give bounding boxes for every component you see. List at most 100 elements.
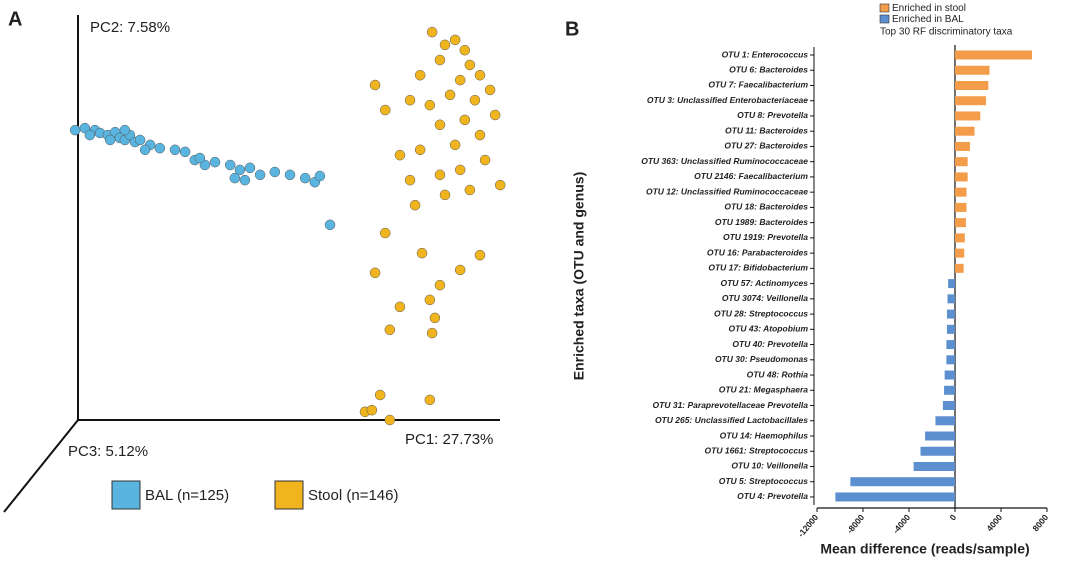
point — [104, 134, 116, 146]
point — [284, 169, 296, 181]
y-axis-label: Enriched taxa (OTU and genus) — [571, 172, 587, 380]
bar — [955, 50, 1033, 60]
point — [459, 44, 471, 56]
point — [426, 327, 438, 339]
point — [434, 54, 446, 66]
bar — [946, 355, 955, 365]
point — [454, 164, 466, 176]
legend-label: Top 30 RF discriminatory taxa — [880, 27, 1013, 38]
point — [224, 159, 236, 171]
point — [474, 69, 486, 81]
point — [134, 134, 146, 146]
point — [369, 79, 381, 91]
point — [269, 166, 281, 178]
point — [469, 94, 481, 106]
category-label: OTU 2146: Faecalibacterium — [694, 171, 808, 181]
point — [434, 119, 446, 131]
category-label: OTU 4: Prevotella — [737, 491, 808, 501]
point — [454, 264, 466, 276]
bar — [955, 202, 967, 212]
point — [119, 124, 131, 136]
category-label: OTU 43: Atopobium — [729, 324, 809, 334]
category-label: OTU 30: Pseudomonas — [715, 354, 808, 364]
category-label: OTU 3: Unclassified Enterobacteriaceae — [647, 95, 808, 105]
category-label: OTU 1661: Streptococcus — [705, 445, 809, 455]
category-label: OTU 265: Unclassified Lactobacillales — [655, 415, 808, 425]
point — [404, 174, 416, 186]
point — [299, 172, 311, 184]
x-tick-label: -4000 — [891, 512, 913, 535]
category-label: OTU 12: Unclassified Ruminococcaceae — [646, 186, 808, 196]
x-axis-label: Mean difference (reads/sample) — [820, 541, 1029, 557]
bar — [955, 218, 966, 228]
bar — [944, 370, 955, 380]
point — [379, 104, 391, 116]
point — [194, 152, 206, 164]
bar — [955, 65, 990, 75]
point — [209, 156, 221, 168]
point — [314, 170, 326, 182]
bar — [955, 157, 968, 167]
point — [366, 404, 378, 416]
point — [479, 154, 491, 166]
category-label: OTU 3074: Veillonella — [722, 293, 808, 303]
legend-swatch — [111, 480, 141, 510]
category-label: OTU 18: Bacteroides — [724, 202, 808, 212]
bar — [935, 416, 955, 426]
point — [84, 129, 96, 141]
panel-letter: A — [8, 8, 22, 30]
point — [449, 34, 461, 46]
category-label: OTU 1989: Bacteroides — [715, 217, 808, 227]
legend-swatch — [879, 3, 890, 13]
bar — [955, 96, 987, 106]
point — [169, 144, 181, 156]
x-tick-label: 8000 — [1030, 512, 1050, 533]
point — [374, 389, 386, 401]
point — [394, 149, 406, 161]
category-label: OTU 48: Rothia — [747, 369, 809, 379]
bar — [955, 233, 965, 243]
bar — [955, 126, 975, 136]
bar — [948, 279, 955, 289]
x-tick-label: 4000 — [984, 512, 1004, 533]
point — [394, 301, 406, 313]
category-label: OTU 16: Parabacteroides — [707, 247, 808, 257]
category-label: OTU 7: Faecalibacterium — [708, 80, 808, 90]
point — [414, 69, 426, 81]
bar — [955, 263, 964, 273]
point — [324, 219, 336, 231]
point — [426, 26, 438, 38]
category-label: OTU 8: Prevotella — [737, 110, 808, 120]
point — [489, 109, 501, 121]
panel-letter: B — [565, 18, 579, 40]
point — [139, 144, 151, 156]
point — [434, 279, 446, 291]
x-tick-label: -12000 — [796, 512, 821, 539]
bar — [944, 385, 955, 395]
bar — [955, 187, 967, 197]
point — [439, 189, 451, 201]
point — [434, 169, 446, 181]
point — [449, 139, 461, 151]
legend-label: Stool (n=146) — [308, 487, 398, 504]
legend-label: Enriched in BAL — [892, 14, 964, 25]
point — [384, 414, 396, 426]
point — [234, 164, 246, 176]
point — [416, 247, 428, 259]
point — [154, 142, 166, 154]
bar — [942, 401, 955, 411]
point — [404, 94, 416, 106]
point — [179, 146, 191, 158]
point — [439, 39, 451, 51]
category-label: OTU 6: Bacteroides — [729, 64, 808, 74]
category-label: OTU 11: Bacteroides — [725, 125, 808, 135]
bar — [955, 141, 970, 151]
point — [454, 74, 466, 86]
point — [244, 162, 256, 174]
category-label: OTU 28: Streptococcus — [714, 308, 808, 318]
point — [69, 124, 81, 136]
bar — [955, 172, 968, 182]
bar — [835, 492, 955, 502]
axis-label: PC1: 27.73% — [405, 431, 493, 448]
